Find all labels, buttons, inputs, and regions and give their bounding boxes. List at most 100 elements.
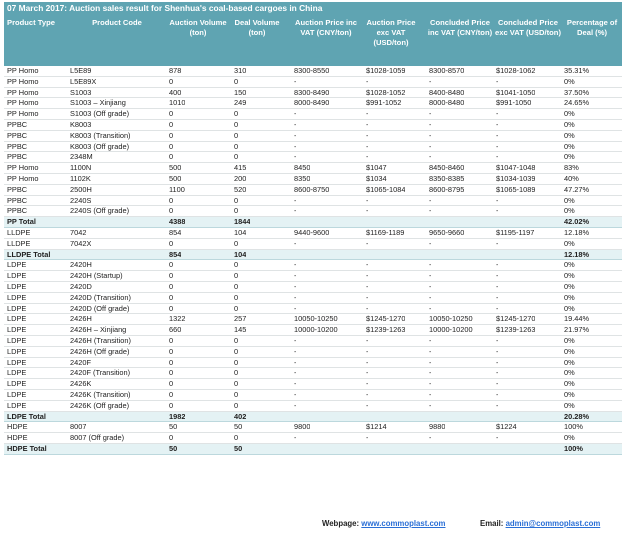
cell-auction-volume: 1010 <box>169 98 186 108</box>
cell-concluded-price-inc: 8400-8480 <box>429 87 465 97</box>
cell-product-type: PP Homo <box>7 163 39 173</box>
cell-percentage-deal: 0% <box>564 433 575 443</box>
cell-product-code: 2420H <box>70 260 92 270</box>
cell-concluded-price-inc: - <box>429 368 432 378</box>
cell-percentage-deal: 100% <box>564 422 583 432</box>
cell-auction-price-exc: - <box>366 346 369 356</box>
cell-concluded-price-exc: $991-1050 <box>496 98 532 108</box>
cell-concluded-price-exc: $1195-1197 <box>496 227 535 237</box>
cell-percentage-deal: 0% <box>564 130 575 140</box>
table-row: LDPE 2420H (Startup) 0 0 - - - - 0% <box>4 271 622 282</box>
footer-webpage: Webpage: www.commoplast.com <box>322 518 446 530</box>
cell-deal-volume: 257 <box>234 314 247 324</box>
cell-product-code: 2426H (Off grade) <box>70 346 130 356</box>
cell-product-code: S1003 <box>70 87 92 97</box>
cell-concluded-price-exc: - <box>496 292 499 302</box>
cell-product-code: S1003 – Xinjiang <box>70 98 126 108</box>
cell-deal-volume: 520 <box>234 184 247 194</box>
cell-auction-volume: 4388 <box>169 217 186 227</box>
cell-concluded-price-exc: $1041-1050 <box>496 87 536 97</box>
cell-concluded-price-exc: - <box>496 379 499 389</box>
cell-concluded-price-inc: - <box>429 433 432 443</box>
cell-deal-volume: 0 <box>234 206 239 216</box>
cell-concluded-price-exc: - <box>496 433 499 443</box>
cell-concluded-price-exc: - <box>496 357 499 367</box>
table-row: HDPE 8007 50 50 9800 $1214 9880 $1224 100% <box>4 422 622 434</box>
cell-concluded-price-exc: - <box>496 260 499 270</box>
cell-auction-price-exc: - <box>366 260 369 270</box>
cell-concluded-price-inc: - <box>429 260 432 270</box>
cell-product-code: L5E89 <box>70 66 92 75</box>
cell-concluded-price-exc: - <box>496 238 499 248</box>
cell-concluded-price-inc: 10000-10200 <box>429 325 473 335</box>
cell-product-type: LDPE <box>7 292 27 302</box>
cell-auction-price-exc: - <box>366 389 369 399</box>
cell-product-type: LDPE <box>7 325 27 335</box>
cell-deal-volume: 0 <box>234 346 239 356</box>
cell-deal-volume: 0 <box>234 152 239 162</box>
table-row: PP Homo 1100N 500 415 8450 $1047 8450-8460 $104… <box>4 163 622 174</box>
cell-auction-price-inc: - <box>294 141 297 151</box>
cell-product-code: 2420F (Transition) <box>70 368 131 378</box>
cell-product-type: HDPE <box>7 433 28 443</box>
cell-concluded-price-inc: - <box>429 292 432 302</box>
cell-auction-price-inc: - <box>294 368 297 378</box>
cell-deal-volume: 104 <box>234 249 247 259</box>
cell-auction-price-inc: 8450 <box>294 163 311 173</box>
cell-concluded-price-exc: - <box>496 109 499 119</box>
webpage-link[interactable]: www.commoplast.com <box>361 519 446 528</box>
total-row: LLDPE Total 854 104 12.18% <box>4 249 622 261</box>
table-header: Product Type Product Code Auction Volume… <box>4 15 622 66</box>
cell-product-code: K8003 <box>70 119 92 129</box>
cell-auction-price-inc: - <box>294 433 297 443</box>
cell-deal-volume: 0 <box>234 292 239 302</box>
email-link[interactable]: admin@commoplast.com <box>505 519 601 528</box>
cell-deal-volume: 310 <box>234 66 247 75</box>
cell-product-code: 2240S (Off grade) <box>70 206 130 216</box>
cell-auction-price-exc: - <box>366 400 369 410</box>
cell-product-type: LDPE <box>7 260 27 270</box>
cell-percentage-deal: 47.27% <box>564 184 590 194</box>
cell-auction-price-exc: - <box>366 109 369 119</box>
cell-concluded-price-inc: - <box>429 195 432 205</box>
cell-concluded-price-exc: - <box>496 76 499 86</box>
cell-deal-volume: 150 <box>234 87 247 97</box>
header-concluded-price-inc: Concluded Price inc VAT (CNY/ton) <box>427 18 493 37</box>
cell-product-code: 2240S <box>70 195 92 205</box>
cell-auction-volume: 0 <box>169 292 174 302</box>
cell-deal-volume: 0 <box>234 76 239 86</box>
cell-product-type: LDPE <box>7 303 27 313</box>
cell-auction-price-inc: - <box>294 109 297 119</box>
cell-percentage-deal: 0% <box>564 141 575 151</box>
cell-concluded-price-exc: - <box>496 130 499 140</box>
table-row: LDPE 2420D (Off grade) 0 0 - - - - 0% <box>4 304 622 315</box>
header-product-code: Product Code <box>92 18 142 27</box>
cell-auction-price-exc: - <box>366 368 369 378</box>
table-row: PPBC K8003 (Transition) 0 0 - - - - 0% <box>4 131 622 142</box>
cell-product-type: LDPE <box>7 314 27 324</box>
table-row: PPBC 2240S 0 0 - - - - 0% <box>4 196 622 207</box>
cell-concluded-price-exc: - <box>496 119 499 129</box>
cell-product-type: LLDPE Total <box>7 249 51 259</box>
table-row: LDPE 2426H (Off grade) 0 0 - - - - 0% <box>4 347 622 358</box>
cell-auction-price-exc: $1034 <box>366 173 387 183</box>
cell-concluded-price-inc: - <box>429 109 432 119</box>
cell-auction-price-inc: 9440-9600 <box>294 227 330 237</box>
cell-auction-price-exc: - <box>366 141 369 151</box>
cell-deal-volume: 0 <box>234 271 239 281</box>
cell-percentage-deal: 37.50% <box>564 87 590 97</box>
cell-concluded-price-inc: - <box>429 335 432 345</box>
cell-percentage-deal: 0% <box>564 400 575 410</box>
footer-webpage-label: Webpage: <box>322 519 360 528</box>
cell-auction-price-exc: $1245-1270 <box>366 314 406 324</box>
cell-deal-volume: 0 <box>234 368 239 378</box>
cell-auction-price-inc: - <box>294 357 297 367</box>
cell-percentage-deal: 42.02% <box>564 217 590 227</box>
cell-concluded-price-exc: - <box>496 389 499 399</box>
cell-percentage-deal: 0% <box>564 335 575 345</box>
cell-concluded-price-inc: - <box>429 206 432 216</box>
cell-product-type: PPBC <box>7 152 28 162</box>
cell-product-type: LDPE <box>7 389 27 399</box>
cell-percentage-deal: 12.18% <box>564 227 590 237</box>
cell-auction-volume: 854 <box>169 249 182 259</box>
